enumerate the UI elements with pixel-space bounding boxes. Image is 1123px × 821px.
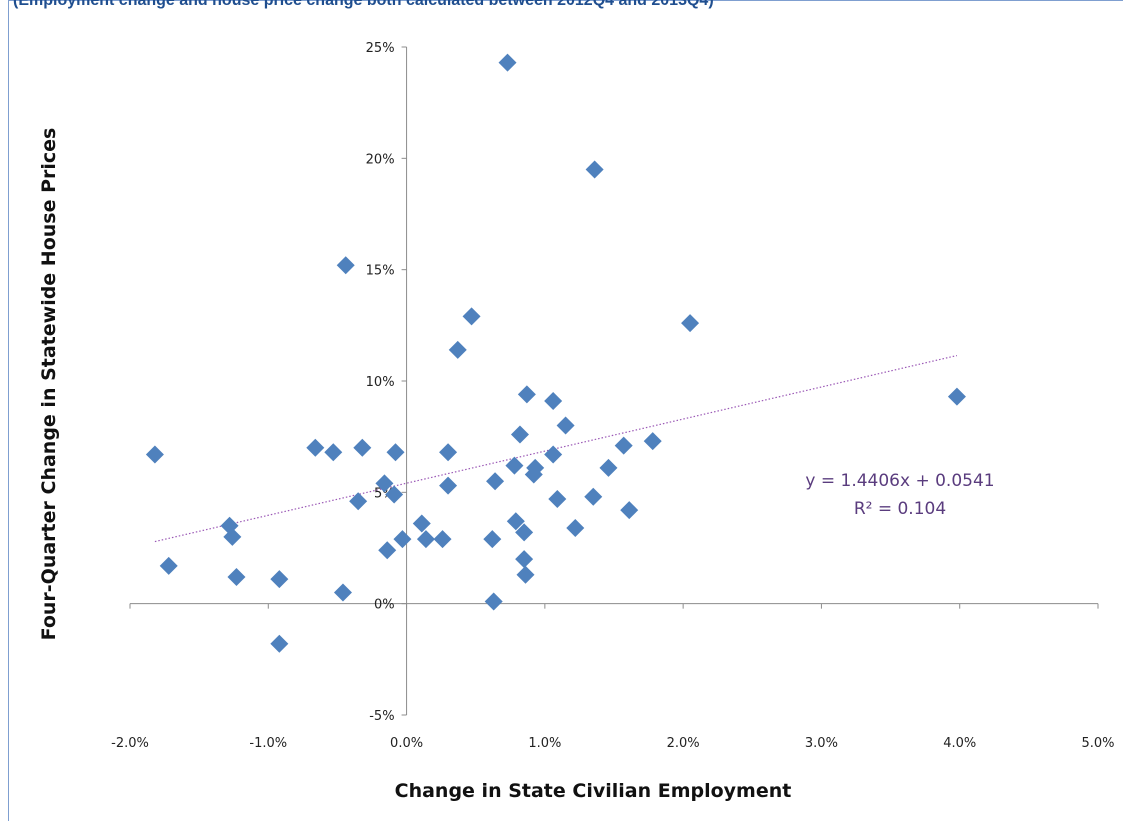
- y-tick-label: 10%: [366, 375, 395, 390]
- data-point: [620, 501, 639, 520]
- data-point: [270, 634, 289, 653]
- data-point: [349, 492, 368, 511]
- data-point: [544, 445, 563, 464]
- data-point: [505, 456, 524, 475]
- data-point: [393, 530, 412, 549]
- data-point: [223, 527, 242, 546]
- y-tick-label: 20%: [366, 152, 395, 167]
- x-tick-label: 2.0%: [667, 736, 700, 751]
- data-point: [333, 583, 352, 602]
- data-point: [947, 387, 966, 406]
- data-point: [486, 472, 505, 491]
- data-point: [506, 512, 525, 531]
- data-point: [386, 443, 405, 462]
- data-point: [515, 550, 534, 569]
- data-point: [515, 523, 534, 542]
- x-tick-label: 4.0%: [943, 736, 976, 751]
- y-tick-label: -5%: [369, 709, 394, 724]
- data-point: [498, 53, 517, 72]
- data-point: [516, 565, 535, 584]
- data-point: [643, 432, 662, 451]
- trendline-equation: y = 1.4406x + 0.0541: [805, 471, 994, 491]
- x-tick-label: 0.0%: [390, 736, 423, 751]
- data-point: [439, 476, 458, 495]
- data-point: [324, 443, 343, 462]
- y-axis-title: Four-Quarter Change in Statewide House P…: [38, 128, 60, 641]
- data-point: [375, 474, 394, 493]
- data-point: [159, 556, 178, 575]
- data-point: [599, 458, 618, 477]
- data-point: [145, 445, 164, 464]
- data-point: [524, 465, 543, 484]
- data-point: [566, 518, 585, 537]
- chart-subtitle: (Employment change and house price chang…: [13, 0, 714, 9]
- y-tick-label: 25%: [366, 41, 395, 56]
- trendline: [154, 354, 958, 543]
- data-point: [270, 570, 289, 589]
- data-point: [448, 340, 467, 359]
- data-point: [544, 392, 563, 411]
- r-squared-label: R² = 0.104: [854, 499, 946, 519]
- data-point: [336, 256, 355, 275]
- data-point: [378, 541, 397, 560]
- y-tick-label: 0%: [374, 598, 395, 613]
- x-axis-title: Change in State Civilian Employment: [395, 780, 792, 802]
- data-point: [306, 438, 325, 457]
- data-point: [483, 530, 502, 549]
- data-point: [517, 385, 536, 404]
- data-point: [439, 443, 458, 462]
- data-point: [353, 438, 372, 457]
- data-point: [227, 567, 246, 586]
- data-point: [462, 307, 481, 326]
- x-tick-label: 3.0%: [805, 736, 838, 751]
- data-point: [548, 490, 567, 509]
- x-tick-label: -2.0%: [111, 736, 149, 751]
- chart-frame: (Employment change and house price chang…: [8, 0, 1123, 821]
- data-point: [614, 436, 633, 455]
- data-point: [385, 485, 404, 504]
- data-point: [412, 514, 431, 533]
- data-point: [510, 425, 529, 444]
- x-tick-label: 1.0%: [528, 736, 561, 751]
- data-point: [681, 314, 700, 333]
- data-point: [416, 530, 435, 549]
- y-tick-label: 15%: [366, 264, 395, 279]
- data-point: [484, 592, 503, 611]
- data-point: [433, 530, 452, 549]
- x-tick-label: -1.0%: [249, 736, 287, 751]
- x-tick-label: 5.0%: [1081, 736, 1114, 751]
- data-point: [584, 487, 603, 506]
- data-point: [556, 416, 575, 435]
- data-point: [585, 160, 604, 179]
